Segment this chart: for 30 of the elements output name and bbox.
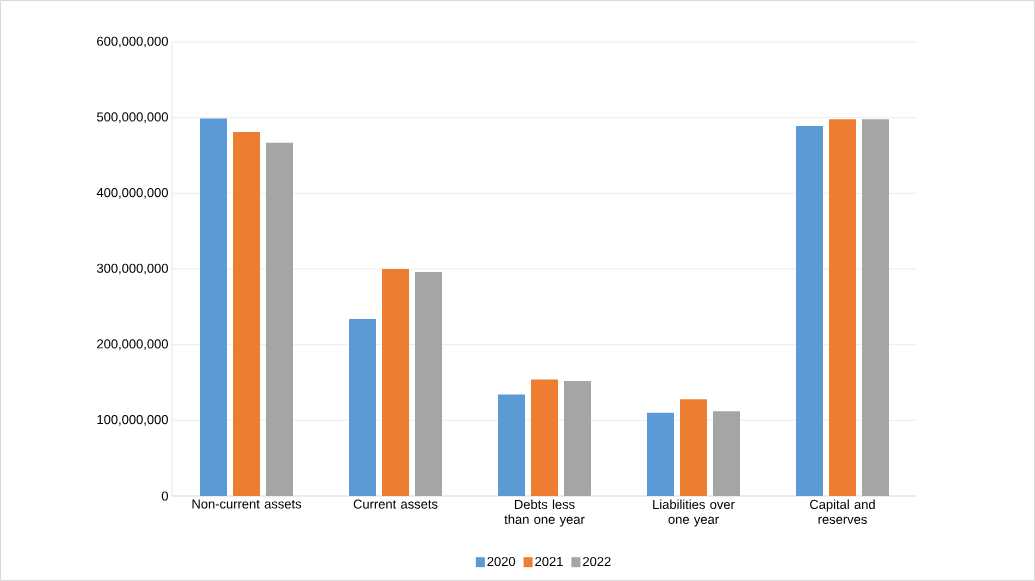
bar bbox=[498, 394, 526, 496]
legend-label: 2020 bbox=[487, 556, 516, 567]
x-tick-label: Debts less than one year bbox=[504, 499, 585, 527]
bar bbox=[862, 119, 890, 496]
legend-label: 2022 bbox=[583, 556, 611, 567]
y-tick-label: 300,000,000 bbox=[96, 263, 168, 275]
y-tick-label: 600,000,000 bbox=[97, 36, 168, 48]
bar bbox=[564, 380, 592, 496]
y-tick-label: 500,000,000 bbox=[96, 112, 168, 124]
x-tick-label: Capital and reserves bbox=[810, 499, 875, 524]
bar bbox=[415, 272, 443, 496]
bar bbox=[266, 142, 294, 496]
x-tick-label: Liabilities over one year bbox=[653, 499, 735, 527]
bar bbox=[796, 125, 824, 496]
bar bbox=[200, 118, 228, 496]
bar bbox=[713, 411, 741, 496]
y-tick-label: 0 bbox=[161, 491, 168, 501]
bar bbox=[382, 268, 410, 496]
legend-label: 2021 bbox=[535, 556, 563, 567]
bar bbox=[233, 132, 261, 496]
y-tick-label: 200,000,000 bbox=[97, 339, 168, 350]
bar bbox=[531, 379, 559, 496]
bar bbox=[349, 318, 377, 496]
y-tick-label: 100,000,000 bbox=[97, 414, 168, 426]
bar bbox=[829, 119, 857, 496]
bar bbox=[680, 399, 708, 496]
x-tick-label: Non-current assets bbox=[192, 499, 302, 509]
x-tick-label: Current assets bbox=[353, 499, 438, 509]
bar bbox=[647, 412, 675, 496]
y-tick-label: 400,000,000 bbox=[96, 187, 168, 199]
